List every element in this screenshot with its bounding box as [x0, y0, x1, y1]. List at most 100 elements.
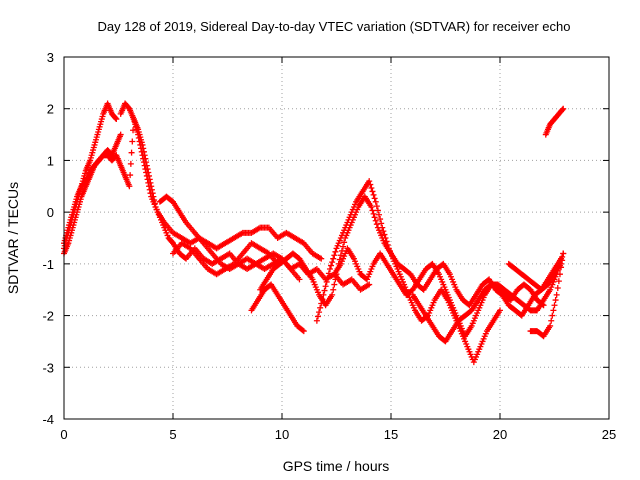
data-point	[140, 145, 147, 152]
data-point	[150, 193, 157, 200]
data-point	[560, 250, 567, 257]
y-tick-label: -4	[42, 412, 54, 427]
data-point	[340, 243, 347, 250]
data-point	[148, 186, 155, 193]
y-tick-label: -3	[42, 360, 54, 375]
x-tick-label: 10	[275, 427, 289, 442]
data-point	[144, 166, 151, 173]
y-tick-labels: -4 -3 -2 -1 0 1 2 3	[42, 50, 54, 427]
data-point	[139, 141, 146, 148]
series-track-3	[61, 131, 124, 252]
data-point	[372, 217, 379, 224]
data-point	[376, 211, 383, 218]
data-points	[61, 100, 567, 366]
data-point	[381, 231, 388, 238]
x-tick-label: 0	[60, 427, 67, 442]
data-point	[146, 176, 153, 183]
data-point	[316, 309, 323, 316]
data-point	[368, 203, 375, 210]
data-point	[370, 191, 377, 198]
data-point	[329, 291, 336, 298]
data-point	[127, 160, 134, 167]
data-point	[341, 239, 348, 246]
y-tick-label: 2	[47, 102, 54, 117]
data-point	[314, 313, 321, 320]
y-tick-label: 1	[47, 153, 54, 168]
x-tick-label: 25	[602, 427, 616, 442]
data-point	[296, 276, 303, 283]
series-track-15	[170, 240, 281, 278]
data-point	[366, 178, 373, 185]
data-point	[374, 207, 381, 214]
data-point	[331, 252, 338, 259]
x-tick-labels: 0 5 10 15 20 25	[60, 427, 616, 442]
data-point	[321, 287, 328, 294]
x-tick-label: 5	[169, 427, 176, 442]
y-tick-label: -2	[42, 309, 54, 324]
series-track-1	[61, 116, 325, 262]
data-point	[332, 248, 339, 255]
data-point	[558, 264, 565, 271]
data-point	[149, 190, 156, 197]
data-point	[560, 105, 567, 112]
y-axis-label: SDTVAR / TECUs	[5, 182, 21, 294]
series-track-10	[388, 250, 565, 319]
data-point	[141, 152, 148, 159]
data-point	[126, 183, 133, 190]
series-track-6	[248, 281, 307, 335]
data-point	[140, 148, 147, 155]
data-point	[325, 270, 332, 277]
data-point	[322, 283, 329, 290]
y-tick-label: 3	[47, 50, 54, 65]
data-point	[151, 200, 158, 207]
data-point	[323, 278, 330, 285]
data-point	[143, 159, 150, 166]
data-point	[550, 307, 557, 314]
data-point	[548, 317, 555, 324]
data-point	[547, 322, 554, 329]
series-track-12	[505, 260, 565, 293]
data-point	[370, 210, 377, 217]
data-point	[331, 281, 338, 288]
data-point	[112, 115, 119, 122]
data-point	[145, 169, 152, 176]
data-point	[366, 281, 373, 288]
data-point	[379, 224, 386, 231]
data-point	[274, 260, 281, 267]
data-point	[371, 195, 378, 202]
chart-title: Day 128 of 2019, Sidereal Day-to-day VTE…	[97, 19, 570, 34]
data-point	[326, 266, 333, 273]
data-point	[318, 255, 325, 262]
data-point	[559, 257, 566, 264]
series-track-13	[527, 250, 567, 340]
data-point	[313, 317, 320, 324]
data-point	[373, 221, 380, 228]
x-tick-label: 20	[493, 427, 507, 442]
data-point	[148, 183, 155, 190]
data-point	[384, 241, 391, 248]
data-point	[549, 312, 556, 319]
data-point	[332, 276, 339, 283]
data-point	[330, 286, 337, 293]
x-tick-label: 15	[384, 427, 398, 442]
data-point	[555, 278, 562, 285]
data-point	[330, 255, 337, 262]
data-point	[146, 172, 153, 179]
data-point	[559, 106, 566, 113]
data-point	[556, 271, 563, 278]
data-point	[367, 181, 374, 188]
data-point	[369, 207, 376, 214]
data-point	[378, 220, 385, 227]
grid-lines	[64, 57, 609, 419]
data-point	[553, 291, 560, 298]
data-point	[552, 297, 559, 304]
data-point	[337, 252, 344, 259]
data-point	[117, 131, 124, 138]
data-point	[380, 228, 387, 235]
data-point	[143, 162, 150, 169]
data-point	[551, 302, 558, 309]
y-tick-label: 0	[47, 205, 54, 220]
x-axis-label: GPS time / hours	[283, 458, 390, 474]
data-point	[320, 291, 327, 298]
